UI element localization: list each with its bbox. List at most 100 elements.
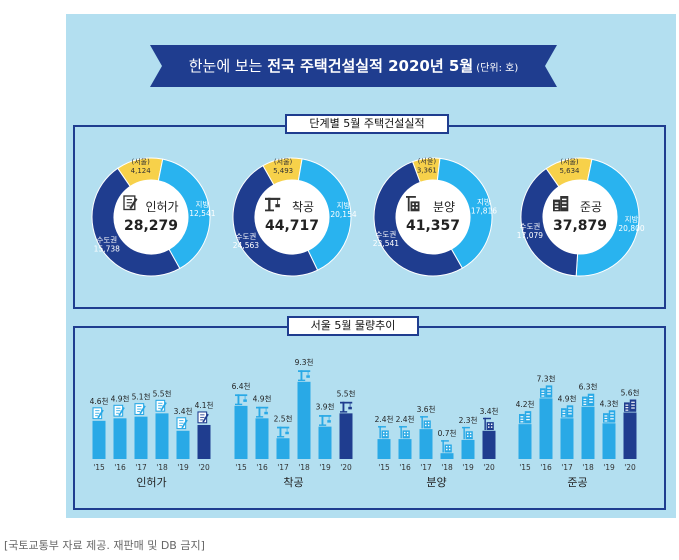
bar-document-pen-icon bbox=[92, 407, 104, 420]
slice-label: 지방 bbox=[337, 200, 351, 210]
window bbox=[520, 418, 524, 420]
slice-label: 지방 bbox=[625, 214, 639, 224]
x-tick-label: '15 bbox=[378, 463, 390, 472]
bar bbox=[234, 405, 248, 459]
x-tick-label: '17 bbox=[561, 463, 573, 472]
window bbox=[520, 421, 524, 423]
crane-base bbox=[235, 403, 243, 406]
window bbox=[541, 390, 545, 392]
crane-base bbox=[319, 424, 327, 426]
seoul-trend-section bbox=[73, 326, 666, 510]
x-tick-label: '18 bbox=[156, 463, 168, 472]
window bbox=[604, 415, 608, 417]
pen bbox=[97, 409, 104, 419]
donut-name: 착공 bbox=[292, 200, 314, 214]
crane-mast bbox=[442, 440, 444, 453]
x-tick-label: '19 bbox=[603, 463, 615, 472]
window bbox=[404, 434, 406, 437]
building-left bbox=[519, 414, 525, 424]
building-left bbox=[540, 388, 546, 398]
window bbox=[488, 426, 490, 428]
crane-jib bbox=[399, 426, 407, 428]
donut-total: 37,879 bbox=[553, 218, 607, 234]
x-tick-label: '19 bbox=[462, 463, 474, 472]
bar bbox=[539, 398, 553, 459]
x-tick-label: '18 bbox=[582, 463, 594, 472]
slice-value: 17,079 bbox=[517, 231, 543, 240]
slice-value: 20,154 bbox=[330, 210, 356, 219]
donut-building-icon bbox=[553, 196, 569, 212]
crane-mast bbox=[400, 426, 402, 439]
bar-value-label: 5.6천 bbox=[621, 388, 640, 398]
slice-value: 4,124 bbox=[131, 167, 152, 175]
window bbox=[631, 407, 635, 409]
slice-value: 23,541 bbox=[373, 239, 399, 248]
window bbox=[412, 206, 415, 209]
x-tick-label: '20 bbox=[483, 463, 495, 472]
bar-document-pen-icon bbox=[155, 399, 167, 412]
window bbox=[526, 416, 530, 418]
crane-jib bbox=[265, 197, 281, 200]
window bbox=[404, 431, 406, 434]
bar bbox=[197, 424, 211, 459]
bar-document-pen-icon bbox=[197, 411, 209, 424]
window bbox=[541, 392, 545, 395]
crane-load bbox=[243, 399, 247, 402]
slice-value: 17,816 bbox=[471, 207, 497, 216]
window bbox=[568, 413, 572, 415]
bar bbox=[276, 438, 290, 459]
window bbox=[562, 198, 567, 201]
bar bbox=[155, 413, 169, 459]
window bbox=[412, 203, 415, 205]
bar bbox=[419, 429, 433, 459]
window bbox=[589, 401, 593, 403]
slice-value: 15,738 bbox=[94, 244, 120, 253]
crane-base bbox=[298, 379, 306, 382]
x-tick-label: '18 bbox=[298, 463, 310, 472]
building-left bbox=[624, 402, 630, 412]
crane-load bbox=[264, 411, 268, 415]
bar-value-label: 4.9천 bbox=[111, 393, 130, 403]
window bbox=[541, 395, 545, 397]
crane-load bbox=[348, 406, 352, 410]
donut-building-crane-icon bbox=[406, 196, 420, 212]
slice-value: 20,800 bbox=[618, 224, 644, 233]
slice-value: 3,361 bbox=[417, 166, 437, 174]
slice-label: 지방 bbox=[477, 197, 491, 207]
bar-value-label: 4.3천 bbox=[600, 398, 619, 408]
window bbox=[625, 407, 629, 409]
bar-building-crane-icon bbox=[420, 416, 431, 429]
x-tick-label: '20 bbox=[340, 463, 352, 472]
pen bbox=[202, 413, 209, 423]
bar-crane-icon bbox=[340, 401, 353, 413]
crane-base bbox=[340, 411, 348, 413]
crane-base bbox=[256, 416, 264, 418]
window bbox=[520, 416, 524, 418]
bar bbox=[377, 439, 391, 459]
bar-value-label: 4.1천 bbox=[195, 400, 214, 410]
bar bbox=[602, 423, 616, 459]
crane-mast bbox=[463, 426, 465, 440]
window bbox=[562, 412, 566, 415]
crane-base bbox=[265, 209, 274, 212]
slice-label: 수도권 bbox=[236, 232, 257, 241]
group-label: 착공 bbox=[283, 476, 303, 489]
crane-jib bbox=[277, 426, 290, 429]
crane-jib bbox=[319, 415, 332, 417]
building-left bbox=[561, 408, 567, 418]
bar-value-label: 4.6천 bbox=[90, 396, 109, 406]
footnote: [국토교통부 자료 제공. 재판매 및 DB 금지] bbox=[4, 539, 205, 552]
x-tick-label: '20 bbox=[624, 463, 636, 472]
bar bbox=[518, 424, 532, 459]
slice-value: 24,563 bbox=[233, 241, 259, 250]
window bbox=[554, 208, 559, 211]
window bbox=[583, 398, 587, 400]
donut-slice bbox=[520, 167, 579, 277]
donut-name: 인허가 bbox=[145, 200, 178, 214]
bar-document-pen-icon bbox=[113, 404, 125, 417]
donut-name: 분양 bbox=[433, 200, 455, 214]
bar-crane-icon bbox=[235, 394, 248, 406]
bar-value-label: 7.3천 bbox=[537, 373, 556, 383]
window bbox=[427, 424, 430, 427]
window bbox=[589, 398, 593, 400]
